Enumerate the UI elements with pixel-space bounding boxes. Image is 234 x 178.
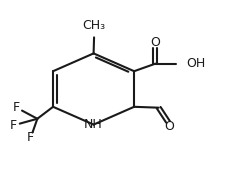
- Text: OH: OH: [186, 57, 205, 70]
- Text: O: O: [164, 120, 174, 134]
- Text: F: F: [10, 119, 17, 132]
- Text: O: O: [150, 36, 160, 49]
- Text: F: F: [13, 101, 20, 114]
- Text: NH: NH: [84, 118, 103, 131]
- Text: CH₃: CH₃: [83, 19, 106, 32]
- Text: F: F: [27, 131, 34, 144]
